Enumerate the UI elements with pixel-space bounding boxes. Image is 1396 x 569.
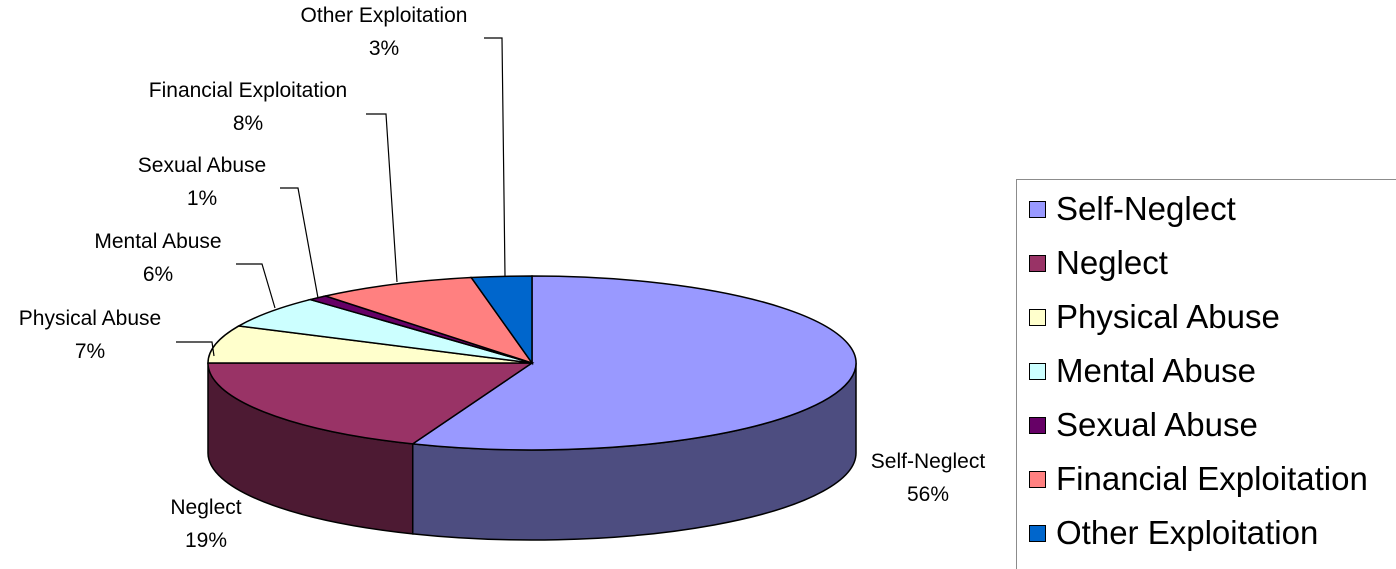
legend-item-financial-exploitation: Financial Exploitation [1029,459,1368,499]
leader-line-other-exploitation [484,37,506,277]
legend-item-physical-abuse: Physical Abuse [1029,297,1280,337]
slice-label-other-exploitation: Other Exploitation [301,4,468,27]
pie-slice-other-exploitation [469,275,533,366]
legend-item-other-exploitation: Other Exploitation [1029,513,1318,553]
slice-label-mental-abuse: Mental Abuse [94,230,221,253]
legend-item-sexual-abuse: Sexual Abuse [1029,405,1258,445]
slice-labels: Self-Neglect 56% Neglect 19% Physical Abuse 7… [19,4,986,552]
legend: Self-Neglect Neglect Physical Abuse Mental … [1016,179,1396,569]
slice-value-sexual-abuse: 1% [187,187,217,210]
leader-line-physical-abuse [176,341,215,357]
slice-value-self-neglect: 56% [907,483,949,506]
legend-item-self-neglect: Self-Neglect [1029,189,1236,229]
slice-value-mental-abuse: 6% [143,263,173,286]
legend-swatch [1029,470,1046,488]
legend-label: Mental Abuse [1056,352,1256,389]
slice-value-physical-abuse: 7% [75,340,105,363]
legend-swatch [1029,200,1046,218]
pie-slice-self-neglect [410,275,857,451]
legend-label: Other Exploitation [1056,514,1319,551]
legend-label: Sexual Abuse [1056,406,1258,443]
legend-label: Neglect [1056,244,1168,281]
legend-label: Financial Exploitation [1056,460,1368,497]
slice-label-financial-exploitation: Financial Exploitation [149,79,347,102]
slice-label-self-neglect: Self-Neglect [871,450,986,473]
pie-slice-neglect [207,362,535,445]
leader-line-sexual-abuse [280,187,319,299]
pie-tops [207,275,857,451]
slice-label-sexual-abuse: Sexual Abuse [138,154,266,177]
legend-swatch [1029,308,1046,326]
leader-lines [176,37,506,357]
legend-swatch [1029,524,1046,542]
legend-label: Self-Neglect [1056,190,1236,227]
slice-label-neglect: Neglect [170,496,241,519]
slice-value-neglect: 19% [185,529,227,552]
leader-line-financial-exploitation [366,113,398,283]
legend-label: Physical Abuse [1056,298,1280,335]
slice-label-physical-abuse: Physical Abuse [19,307,161,330]
slice-value-other-exploitation: 3% [369,37,399,60]
pie-slice-mental-abuse [236,298,533,364]
pie-slice-physical-abuse [207,325,533,364]
legend-swatch [1029,362,1046,380]
leader-line-mental-abuse [236,263,276,309]
legend-swatch [1029,254,1046,272]
legend-item-mental-abuse: Mental Abuse [1029,351,1256,391]
legend-item-neglect: Neglect [1029,243,1168,283]
legend-swatch [1029,416,1046,434]
pie-slice-financial-exploitation [322,276,534,365]
slice-value-financial-exploitation: 8% [233,112,263,135]
